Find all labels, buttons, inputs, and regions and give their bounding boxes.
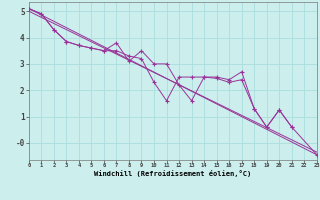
X-axis label: Windchill (Refroidissement éolien,°C): Windchill (Refroidissement éolien,°C) bbox=[94, 170, 252, 177]
